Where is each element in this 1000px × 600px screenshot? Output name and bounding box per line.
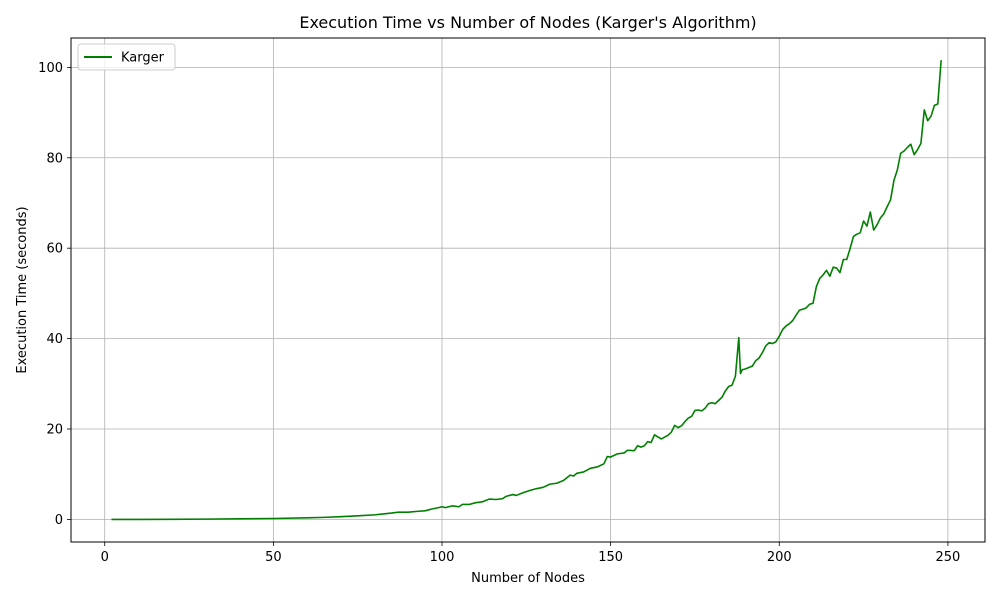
plot-area-frame: [70, 37, 986, 543]
legend-box: [77, 43, 176, 71]
y-tick-label: 0: [55, 513, 63, 528]
legend: Karger: [77, 43, 176, 71]
axis-ticks: 0 50 100 150 200 250 0 20 40 60 80 100: [38, 61, 960, 565]
y-axis-label: Execution Time (seconds): [15, 206, 30, 373]
series-group: [111, 60, 942, 521]
x-tick-label: 50: [265, 550, 282, 565]
y-tick-label: 60: [46, 242, 63, 257]
x-tick-label: 150: [598, 550, 623, 565]
x-tick-label: 0: [101, 550, 109, 565]
y-tick-label: 80: [46, 151, 63, 166]
x-tick-label: 250: [935, 550, 960, 565]
y-tick-label: 20: [46, 422, 63, 437]
x-axis-label: Number of Nodes: [471, 571, 585, 586]
legend-label-karger: Karger: [121, 51, 165, 66]
y-tick-label: 100: [38, 61, 63, 76]
x-tick-label: 100: [430, 550, 455, 565]
chart-title: Execution Time vs Number of Nodes (Karge…: [299, 13, 756, 32]
y-tick-label: 40: [46, 332, 63, 347]
x-tick-label: 200: [767, 550, 792, 565]
series-line-karger: [111, 60, 942, 521]
